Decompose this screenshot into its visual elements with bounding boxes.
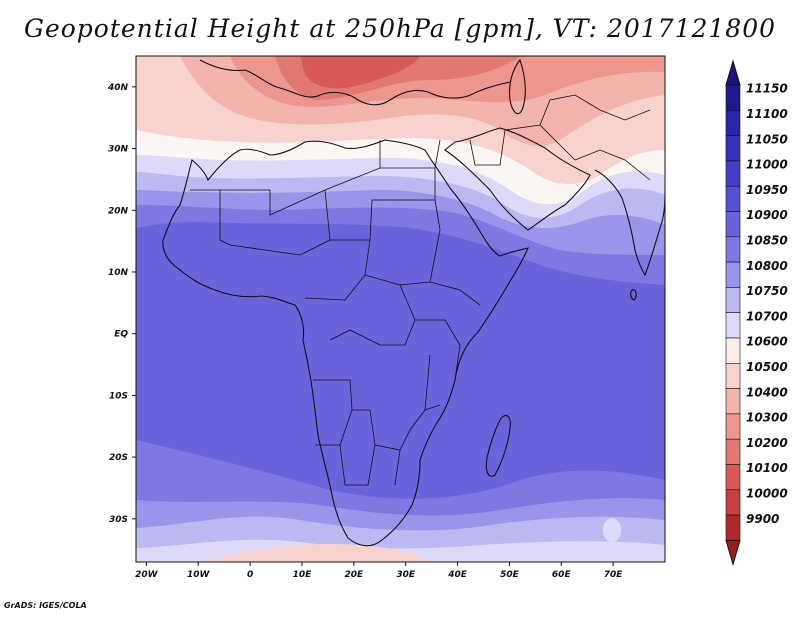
plot-frame xyxy=(135,55,666,563)
colorbar-level-label: 10600 xyxy=(746,335,788,349)
sri-lanka xyxy=(630,289,637,301)
colorbar-level-label: 11100 xyxy=(746,107,788,121)
colorbar-swatch xyxy=(725,438,741,465)
colorbar-swatch xyxy=(725,489,741,516)
lat-tick-label: 20N xyxy=(108,206,129,216)
lat-tick-label: 30N xyxy=(108,145,129,155)
colorbar-swatch xyxy=(725,388,741,415)
lon-tick-label: 60E xyxy=(552,570,572,580)
lon-tick-label: 50E xyxy=(500,570,520,580)
india xyxy=(594,169,665,277)
country-borders xyxy=(190,94,651,486)
colorbar-level-label: 10200 xyxy=(746,436,788,450)
lon-tick-label: 0 xyxy=(247,570,253,580)
latitude-axis: 40N 30N 20N 10N EQ 10S 20S 30S xyxy=(107,83,136,525)
colorbar-level-label: 10300 xyxy=(746,411,788,425)
colorbar-level-label: 10750 xyxy=(746,284,788,298)
colorbar-level-label: 10700 xyxy=(746,309,788,323)
colorbar-swatch xyxy=(725,514,741,541)
height-field xyxy=(136,56,665,562)
lon-tick-label: 20W xyxy=(135,570,159,580)
europe-coast xyxy=(199,59,511,106)
colorbar-swatch xyxy=(725,287,741,313)
border-north-east xyxy=(380,129,506,200)
colorbar: 11150 11100 11050 11000 10950 10900 10850 10800… xyxy=(725,59,788,567)
africa-coastline xyxy=(162,139,529,547)
arabian-peninsula xyxy=(444,127,591,231)
colorbar-bottom-arrow xyxy=(725,539,741,567)
caspian-coast xyxy=(508,58,526,115)
colorbar-level-label: 10900 xyxy=(746,208,788,222)
field-dark-red-north xyxy=(300,56,420,89)
colorbar-swatch xyxy=(725,312,741,339)
border-asia xyxy=(504,94,651,181)
colorbar-swatch xyxy=(725,337,741,364)
lon-tick-label: 10E xyxy=(293,570,313,580)
colorbar-top-arrow xyxy=(725,59,741,86)
colorbar-level-label: 11000 xyxy=(746,158,788,172)
colorbar-swatch xyxy=(725,160,741,187)
colorbar-swatch xyxy=(725,236,741,263)
colorbar-level-label: 10950 xyxy=(746,183,788,197)
colorbar-swatch xyxy=(725,84,741,111)
border-east xyxy=(415,281,481,411)
longitude-axis: 20W 10W 0 10E 20E 30E 40E 50E 60E 70E xyxy=(135,562,623,580)
colorbar-swatch xyxy=(725,261,741,288)
field-pale-red-south xyxy=(200,543,430,562)
colorbar-level-label: 10000 xyxy=(746,486,788,500)
colorbar-level-label: 10500 xyxy=(746,360,788,374)
colorbar-level-label: 10800 xyxy=(746,259,788,273)
colorbar-swatch xyxy=(725,464,741,491)
map-title: Geopotential Height at 250hPa [gpm], VT:… xyxy=(23,14,777,43)
grads-credit: GrADS: IGES/COLA xyxy=(4,601,87,610)
lon-tick-label: 70E xyxy=(604,570,624,580)
lat-tick-label: 20S xyxy=(109,453,128,463)
field-pale-spot xyxy=(603,518,621,542)
colorbar-swatch xyxy=(725,362,741,389)
colorbar-swatch xyxy=(725,185,741,212)
colorbar-level-label: 9900 xyxy=(746,512,779,526)
lat-tick-label: 10S xyxy=(109,391,128,401)
lat-tick-label: 40N xyxy=(107,83,129,93)
colorbar-level-label: 10850 xyxy=(746,233,788,247)
lon-tick-label: 10W xyxy=(187,570,211,580)
lon-tick-label: 20E xyxy=(344,570,364,580)
colorbar-swatch xyxy=(725,135,741,162)
lat-tick-label: EQ xyxy=(114,330,128,340)
lat-tick-label: 30S xyxy=(109,515,128,525)
coastlines xyxy=(162,58,665,547)
lon-tick-label: 30E xyxy=(396,570,416,580)
colorbar-swatch xyxy=(725,110,741,136)
lon-tick-label: 40E xyxy=(447,570,468,580)
colorbar-swatch xyxy=(725,211,741,238)
madagascar xyxy=(485,415,511,477)
colorbar-swatch xyxy=(725,413,741,440)
border-southern xyxy=(313,379,441,486)
colorbar-level-label: 10400 xyxy=(746,385,788,399)
colorbar-level-label: 11050 xyxy=(746,132,788,146)
colorbar-level-label: 10100 xyxy=(746,461,788,475)
lat-tick-label: 10N xyxy=(108,268,129,278)
border-central xyxy=(304,199,441,346)
colorbar-level-label: 11150 xyxy=(746,82,788,96)
